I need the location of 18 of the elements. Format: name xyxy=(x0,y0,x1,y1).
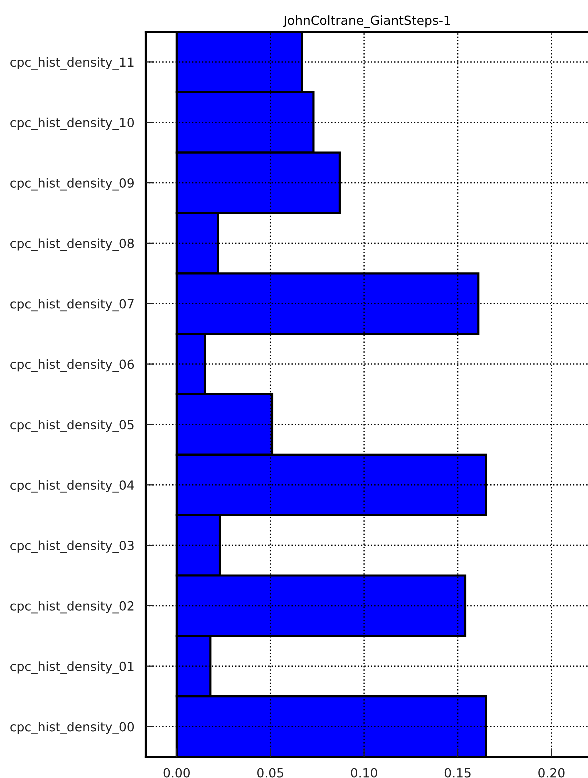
x-tick-label: 0.15 xyxy=(444,768,471,778)
x-tick-label: 0.10 xyxy=(351,768,378,778)
x-tick-label: 0.05 xyxy=(258,768,284,778)
x-tick-label: 0.20 xyxy=(538,768,565,778)
chart-title: JohnColtrane_GiantSteps-1 xyxy=(283,16,450,28)
x-tick-label: 0.00 xyxy=(164,768,190,778)
y-tick-label: cpc_hist_density_08 xyxy=(10,238,134,252)
y-tick-label: cpc_hist_density_07 xyxy=(10,299,134,312)
y-tick-label: cpc_hist_density_05 xyxy=(10,420,134,432)
y-tick-label: cpc_hist_density_02 xyxy=(10,601,134,614)
y-tick-label: cpc_hist_density_04 xyxy=(10,480,134,493)
y-tick-label: cpc_hist_density_01 xyxy=(10,662,134,674)
y-tick-label: cpc_hist_density_03 xyxy=(10,540,134,554)
y-tick-label: cpc_hist_density_10 xyxy=(10,118,134,130)
y-tick-label: cpc_hist_density_00 xyxy=(10,722,134,734)
y-tick-label: cpc_hist_density_11 xyxy=(10,57,134,70)
y-tick-label: cpc_hist_density_06 xyxy=(10,360,134,372)
y-tick-label: cpc_hist_density_09 xyxy=(10,178,134,191)
